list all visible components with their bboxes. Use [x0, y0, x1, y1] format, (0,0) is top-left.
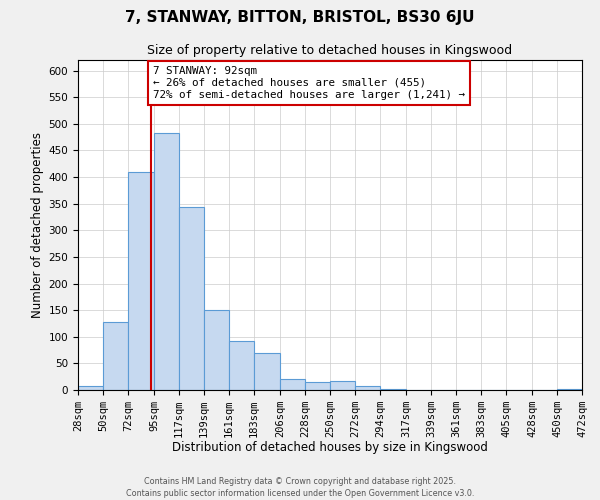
Bar	[128, 172, 154, 390]
X-axis label: Distribution of detached houses by size in Kingswood: Distribution of detached houses by size …	[172, 442, 488, 454]
Bar	[254, 352, 280, 390]
Bar	[78, 386, 103, 390]
Text: Contains HM Land Registry data © Crown copyright and database right 2025.
Contai: Contains HM Land Registry data © Crown c…	[126, 476, 474, 498]
Bar	[103, 322, 128, 390]
Bar	[204, 310, 229, 390]
Bar	[330, 382, 355, 390]
Bar	[557, 389, 582, 390]
Bar	[179, 207, 204, 390]
Text: 7, STANWAY, BITTON, BRISTOL, BS30 6JU: 7, STANWAY, BITTON, BRISTOL, BS30 6JU	[125, 10, 475, 25]
Bar	[280, 379, 305, 390]
Title: Size of property relative to detached houses in Kingswood: Size of property relative to detached ho…	[148, 44, 512, 58]
Bar	[154, 133, 179, 390]
Text: 7 STANWAY: 92sqm
← 26% of detached houses are smaller (455)
72% of semi-detached: 7 STANWAY: 92sqm ← 26% of detached house…	[153, 66, 465, 100]
Bar	[305, 382, 330, 390]
Y-axis label: Number of detached properties: Number of detached properties	[31, 132, 44, 318]
Bar	[229, 341, 254, 390]
Bar	[355, 386, 380, 390]
